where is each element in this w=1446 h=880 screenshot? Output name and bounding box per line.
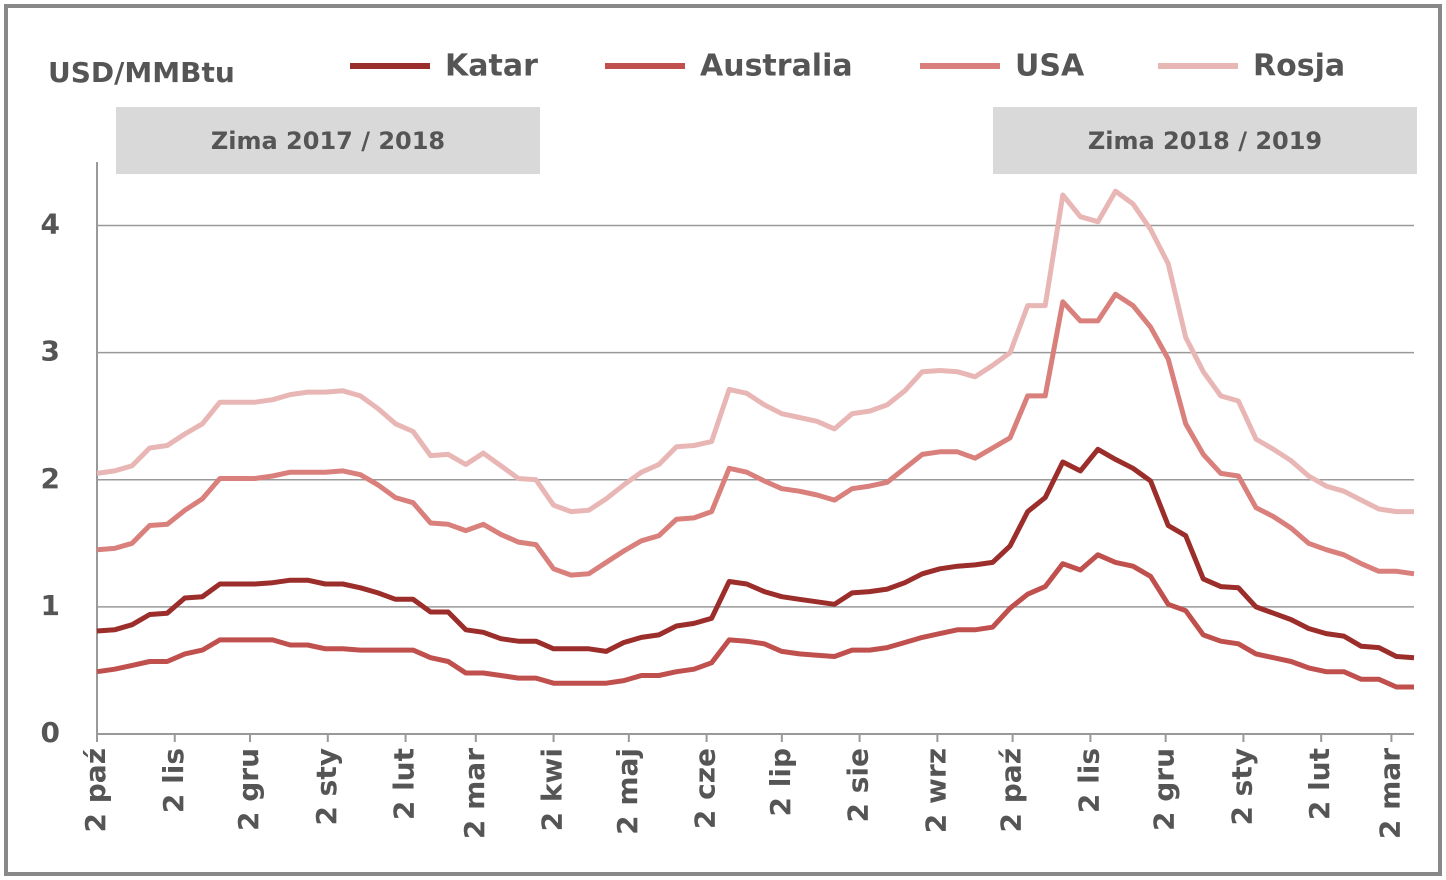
x-tick-label: 2 lut	[1303, 748, 1336, 820]
x-tick-label: 2 lut	[388, 748, 421, 820]
x-tick-label: 2 lip	[764, 748, 797, 816]
x-tick-label: 2 kwi	[536, 748, 569, 831]
x-tick-label: 2 lis	[157, 748, 190, 813]
x-tick-label: 2 wrz	[919, 748, 952, 833]
x-tick-label: 2 gru	[232, 748, 265, 831]
x-tick-label: 2 mar	[458, 748, 491, 839]
series-line	[96, 446, 1415, 661]
y-axis-label: USD/MMBtu	[48, 56, 235, 89]
legend-label: USA	[1015, 49, 1085, 84]
x-tick-label: 2 lis	[1072, 748, 1105, 813]
y-tick-label: 4	[41, 208, 60, 241]
y-tick-label: 3	[41, 335, 60, 368]
x-tick-label: 2 paź	[995, 748, 1028, 832]
annotation-box	[116, 107, 540, 174]
x-tick-label: 2 sty	[310, 748, 343, 826]
y-tick-label: 2	[41, 462, 60, 495]
annotation-box	[993, 107, 1417, 174]
x-tick-label: 2 sie	[842, 748, 875, 822]
series-line	[96, 188, 1414, 515]
x-tick-label: 2 paź	[79, 748, 112, 832]
x-tick-label: 2 mar	[1373, 748, 1406, 839]
legend-label: Katar	[445, 49, 538, 84]
annotation: Zima 2017 / 2018	[211, 127, 445, 155]
series-line	[96, 291, 1415, 578]
x-tick-label: 2 cze	[689, 748, 722, 829]
annotation: Zima 2018 / 2019	[1088, 127, 1322, 155]
y-tick-label: 1	[41, 589, 60, 622]
legend-label: Australia	[700, 49, 853, 84]
x-tick-label: 2 sty	[1225, 748, 1258, 826]
legend-label: Rosja	[1253, 49, 1345, 84]
x-tick-label: 2 maj	[611, 748, 644, 835]
y-tick-label: 0	[41, 716, 60, 749]
series-line	[96, 552, 1414, 690]
x-tick-label: 2 gru	[1148, 748, 1181, 831]
